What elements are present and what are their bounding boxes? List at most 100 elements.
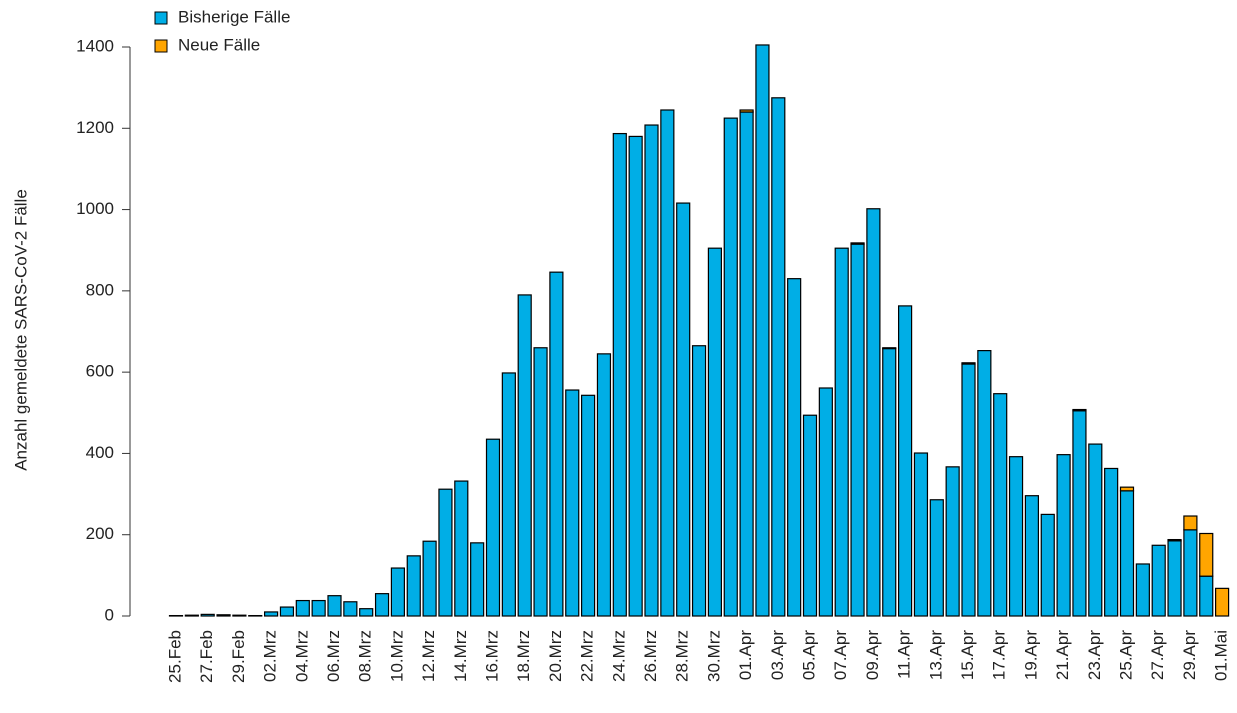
x-tick-label: 27.Feb — [197, 630, 216, 683]
x-tick-label: 19.Apr — [1021, 630, 1040, 680]
bar-segment — [200, 613, 215, 617]
bar-segment — [660, 109, 675, 617]
bar-segment — [549, 271, 564, 617]
bar-segment — [1199, 575, 1214, 617]
bar-segment — [850, 243, 865, 617]
x-tick-label: 04.Mrz — [292, 630, 311, 682]
bar-segment — [882, 347, 897, 617]
y-tick-label: 1000 — [76, 199, 114, 218]
y-tick-label: 600 — [86, 362, 114, 381]
x-tick-label: 11.Apr — [895, 630, 914, 679]
x-tick-label: 23.Apr — [1085, 630, 1104, 680]
x-tick-label: 28.Mrz — [673, 630, 692, 682]
y-tick-label: 0 — [105, 605, 114, 624]
bar-segment — [374, 593, 390, 617]
bar-segment — [723, 117, 738, 617]
bar-segment — [406, 555, 421, 617]
bar-segment — [1056, 454, 1071, 617]
bar-segment — [422, 540, 437, 617]
y-tick-label: 200 — [86, 524, 114, 543]
bar-segment — [850, 242, 865, 245]
bar-segment — [232, 614, 247, 617]
bar-segment — [295, 599, 310, 617]
bar-segment — [184, 614, 199, 617]
x-tick-label: 20.Mrz — [546, 630, 565, 682]
bar-segment — [1008, 456, 1024, 617]
x-tick-label: 09.Apr — [863, 630, 882, 680]
bar-segment — [739, 111, 754, 617]
bar-segment — [771, 97, 786, 617]
x-tick-label: 29.Apr — [1180, 630, 1199, 680]
bar-segment — [533, 347, 548, 617]
x-tick-label: 15.Apr — [958, 630, 977, 680]
bar-segment — [707, 247, 723, 617]
x-tick-label: 06.Mrz — [324, 630, 343, 682]
bar-segment — [945, 466, 960, 617]
bar-segment — [390, 567, 405, 617]
bar-segment — [787, 278, 802, 617]
bar-segment — [961, 362, 976, 365]
bar-segment — [977, 350, 992, 617]
bar-segment — [961, 363, 976, 617]
bar-segment — [628, 135, 643, 617]
bar-segment — [1214, 587, 1230, 617]
x-tick-label: 05.Apr — [799, 630, 818, 680]
x-tick-label: 12.Mrz — [419, 630, 438, 682]
bar-segment — [454, 480, 469, 617]
bar-segment — [1072, 410, 1087, 617]
legend-swatch — [154, 39, 168, 53]
y-tick-label: 1400 — [76, 36, 114, 55]
legend-label: Bisherige Fälle — [178, 7, 290, 26]
x-tick-label: 01.Apr — [736, 630, 755, 680]
bar-segment — [818, 387, 833, 617]
bar-segment — [866, 208, 881, 617]
bar-segment — [517, 294, 532, 617]
bar-segment — [1167, 538, 1182, 542]
x-tick-label: 10.Mrz — [387, 630, 406, 682]
x-tick-label: 27.Apr — [1148, 630, 1167, 680]
bar-segment — [1119, 490, 1135, 617]
bar-segment — [676, 202, 691, 617]
x-tick-label: 18.Mrz — [514, 630, 533, 682]
bar-segment — [755, 44, 770, 617]
bar-segment — [1072, 408, 1087, 412]
bar-segment — [1119, 486, 1135, 492]
x-tick-label: 25.Apr — [1116, 630, 1135, 680]
bar-segment — [834, 247, 849, 617]
bar-segment — [1135, 563, 1150, 617]
bar-segment — [1183, 529, 1198, 617]
y-tick-label: 400 — [86, 443, 114, 462]
bar-segment — [343, 601, 358, 617]
bar-segment — [612, 132, 627, 617]
bar-segment — [216, 614, 231, 617]
bar-segment — [691, 345, 707, 617]
legend-label: Neue Fälle — [178, 35, 260, 54]
bar-segment — [279, 606, 295, 617]
x-tick-label: 07.Apr — [831, 630, 850, 680]
x-tick-label: 21.Apr — [1053, 630, 1072, 680]
x-tick-label: 03.Apr — [768, 630, 787, 680]
x-tick-label: 25.Feb — [165, 630, 184, 683]
bar-segment — [913, 452, 929, 617]
bar-segment — [485, 438, 501, 617]
bar-segment — [1024, 495, 1040, 617]
bar-segment — [1040, 513, 1055, 617]
bar-segment — [580, 394, 596, 617]
bar-segment — [1199, 532, 1214, 577]
x-tick-label: 13.Apr — [926, 630, 945, 680]
x-tick-label: 14.Mrz — [451, 630, 470, 682]
bar-segment — [1104, 467, 1119, 617]
y-axis-title: Anzahl gemeldete SARS-CoV-2 Fälle — [11, 189, 30, 471]
bar-segment — [993, 393, 1008, 617]
bar-segment — [501, 372, 516, 617]
x-tick-label: 29.Feb — [229, 630, 248, 683]
bar-segment — [929, 499, 944, 617]
bar-segment — [565, 389, 580, 617]
x-tick-label: 22.Mrz — [578, 630, 597, 682]
bar-segment — [359, 608, 374, 617]
bar-segment — [1151, 544, 1166, 617]
x-tick-label: 16.Mrz — [482, 630, 501, 682]
bar-segment — [264, 611, 279, 617]
x-tick-label: 26.Mrz — [641, 630, 660, 682]
bar-segment — [438, 488, 453, 617]
